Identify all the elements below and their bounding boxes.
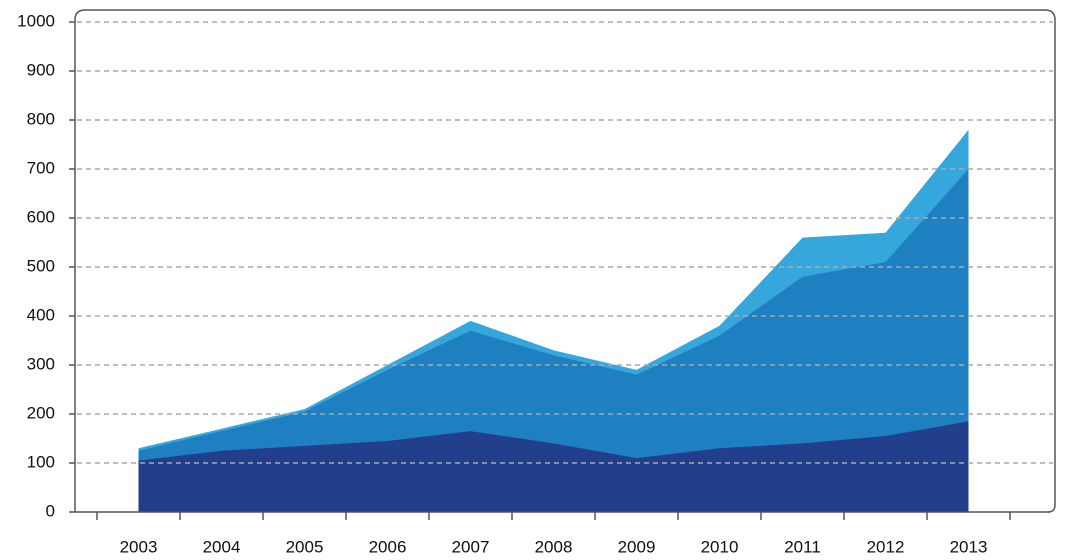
x-tick-label: 2011 — [784, 537, 821, 556]
y-tick-label: 700 — [27, 158, 55, 177]
y-tick-label: 100 — [27, 452, 55, 471]
y-tick-label: 300 — [27, 354, 55, 373]
plot-frame — [74, 9, 1056, 513]
y-tick-label: 500 — [27, 256, 55, 275]
x-tick-label: 2008 — [535, 537, 573, 556]
x-tick-label: 2009 — [618, 537, 656, 556]
y-tick-label: 400 — [27, 305, 55, 324]
x-tick-label: 2012 — [867, 537, 905, 556]
y-tick-label: 900 — [27, 60, 55, 79]
y-tick-label: 600 — [27, 207, 55, 226]
x-tick-label: 2013 — [950, 537, 988, 556]
x-tick-label: 2003 — [120, 537, 158, 556]
y-tick-label: 200 — [27, 403, 55, 422]
area — [138, 421, 969, 512]
x-tick-label: 2006 — [369, 537, 407, 556]
x-tick-label: 2007 — [452, 537, 490, 556]
y-tick-label: 800 — [27, 109, 55, 128]
x-tick-label: 2004 — [203, 537, 241, 556]
x-tick-label: 2010 — [701, 537, 739, 556]
area — [138, 169, 969, 512]
x-tick-label: 2005 — [286, 537, 324, 556]
y-tick-label: 0 — [46, 501, 55, 520]
y-tick-label: 1000 — [17, 11, 55, 30]
